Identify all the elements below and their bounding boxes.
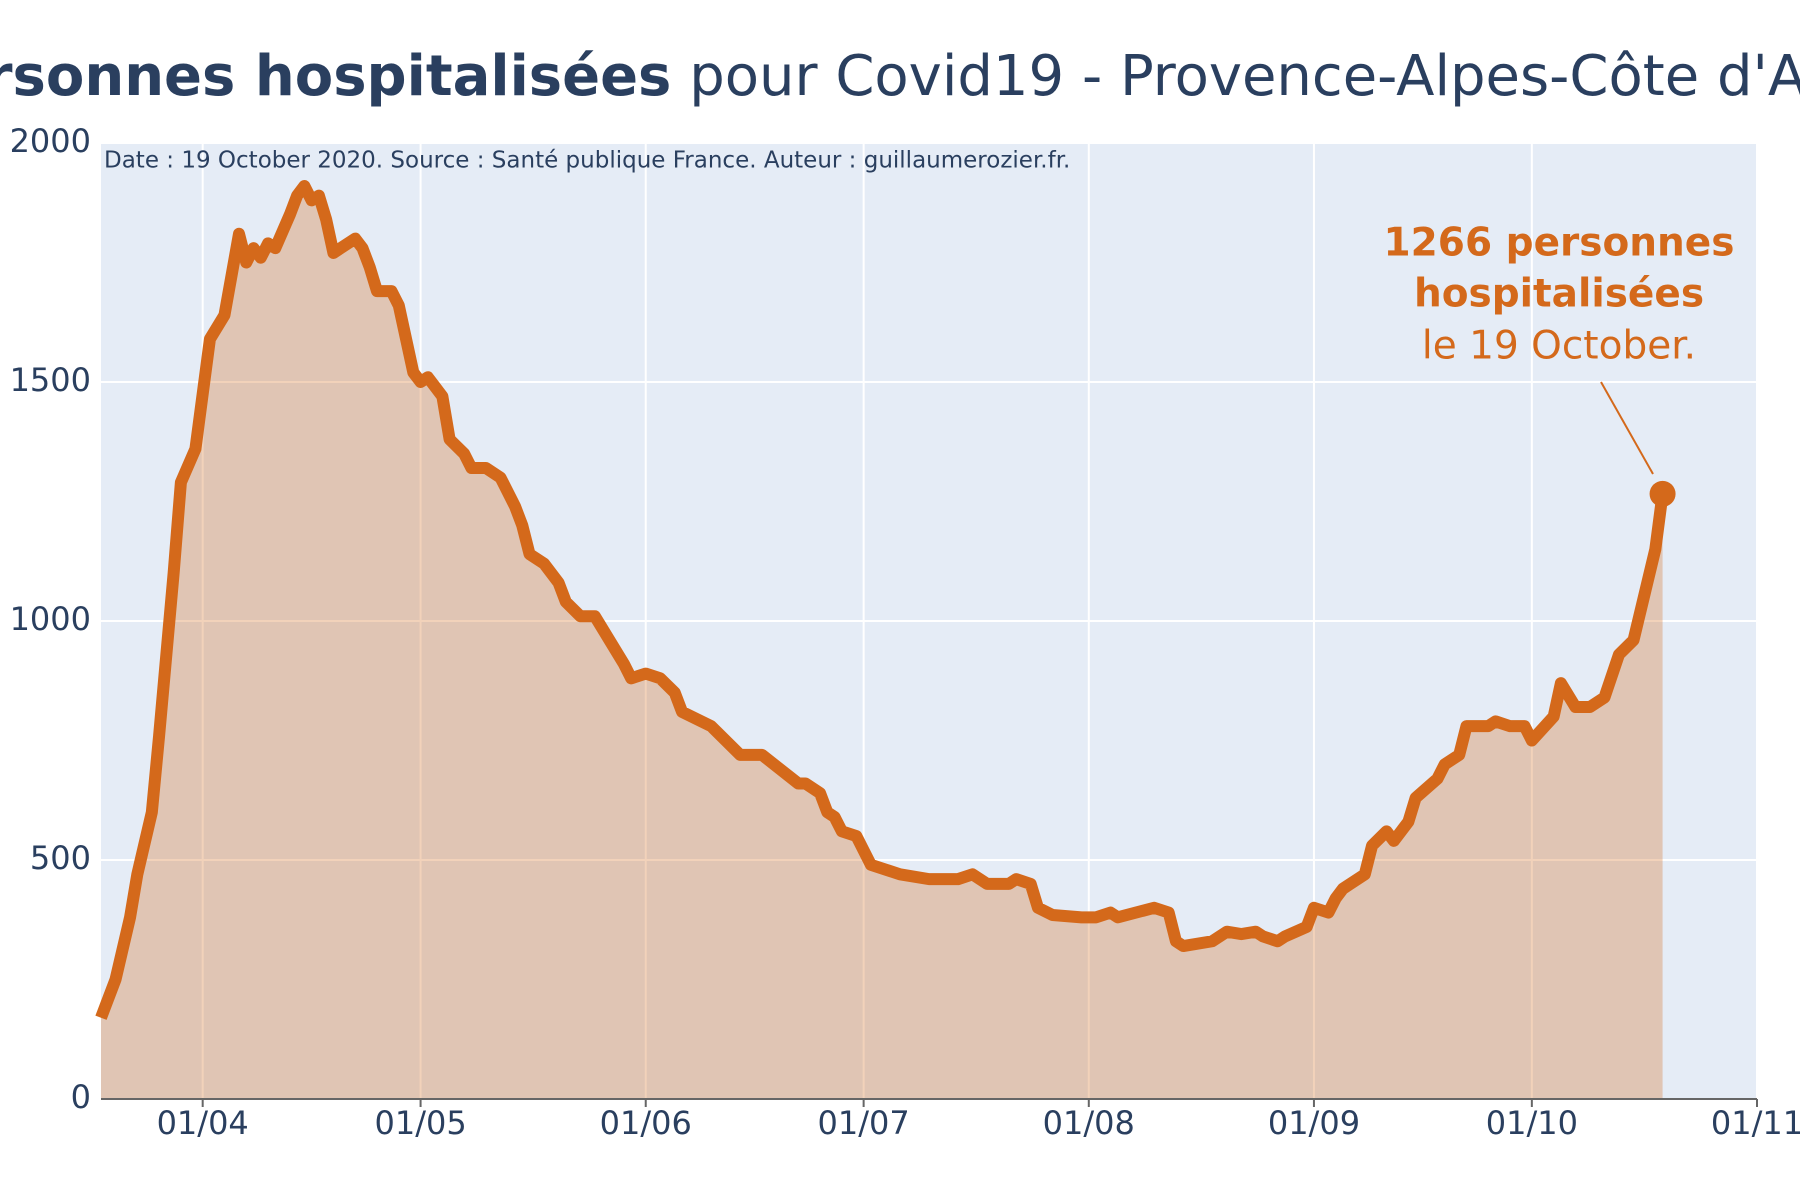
- y-tick-label: 0: [71, 1078, 91, 1116]
- x-tick-label: 01/09: [1268, 1104, 1360, 1142]
- marks: [95, 180, 1676, 1099]
- area: [101, 186, 1663, 1099]
- x-tick-label: 01/07: [818, 1104, 910, 1142]
- title-bold: Personnes hospitalisées: [0, 44, 671, 109]
- y-tick-label: 2000: [10, 122, 91, 160]
- x-tick-label: 01/10: [1486, 1104, 1578, 1142]
- x-tick-label: 01/05: [374, 1104, 466, 1142]
- subtitle: Date : 19 October 2020. Source : Santé p…: [104, 148, 1070, 174]
- y-tick-label: 1000: [10, 600, 91, 638]
- grid: [101, 142, 1758, 1100]
- y-tick-label: 1500: [10, 361, 91, 399]
- title-rest: pour Covid19 - Provence-Alpes-Côte d'Azu…: [671, 44, 1800, 109]
- x-tick-label: 01/11: [1711, 1104, 1800, 1142]
- x-tick-label: 01/08: [1043, 1104, 1135, 1142]
- x-tick-label: 01/06: [600, 1104, 692, 1142]
- y-tick-label: 500: [30, 839, 91, 877]
- line: [95, 180, 1669, 1020]
- annotation-arrow: [1600, 381, 1654, 475]
- end-marker: [1649, 480, 1676, 507]
- annotation: le 19 October.: [1422, 324, 1696, 369]
- annotation: hospitalisées: [1414, 272, 1704, 317]
- chart-title: Personnes hospitalisées pour Covid19 - P…: [0, 44, 1800, 109]
- annotation: 1266 personnes: [1384, 221, 1735, 266]
- x-tick-label: 01/04: [157, 1104, 249, 1142]
